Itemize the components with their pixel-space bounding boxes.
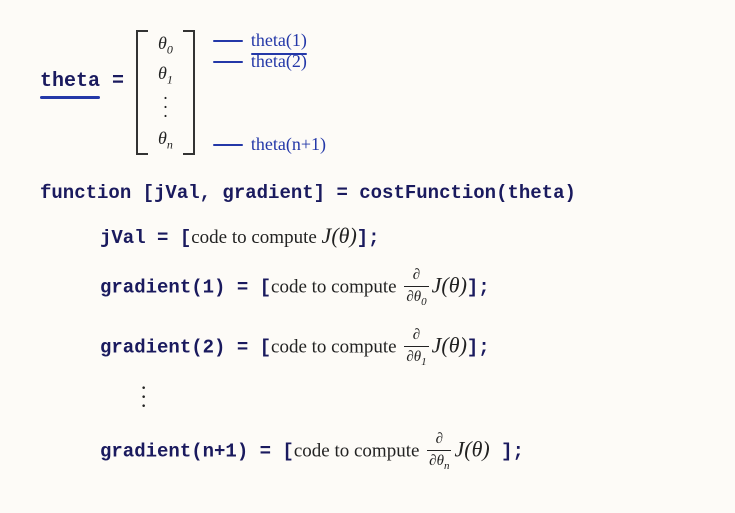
jval-line: jVal = [code to compute J(θ)]; (40, 221, 695, 252)
theta-text: theta (40, 70, 100, 93)
equals-sign: = (112, 70, 124, 93)
code-vdots: ··· (40, 384, 695, 410)
annot-arrow-icon (213, 40, 243, 42)
theta-matrix: θ0 θ1 ··· θn (136, 30, 195, 155)
code-block: function [jVal, gradient] = costFunction… (40, 180, 695, 474)
gradient2-line: gradient(2) = [code to compute ∂∂θ1J(θ)]… (40, 325, 695, 370)
annot-arrow-icon (213, 61, 243, 63)
bracket-right (183, 30, 195, 155)
annot-theta2: theta(2) (213, 51, 326, 72)
annot-thetan1: theta(n+1) (213, 134, 326, 155)
annot-arrow-icon (213, 144, 243, 146)
bracket-left (136, 30, 148, 155)
theta-label: theta (40, 70, 100, 93)
annot-theta1: theta(1) (213, 30, 326, 51)
matrix-content: θ0 θ1 ··· θn (148, 30, 183, 155)
function-signature: function [jVal, gradient] = costFunction… (40, 180, 695, 207)
handwritten-annotations: theta(1) theta(2) theta(n+1) (213, 30, 326, 155)
vdots: ··· (158, 94, 173, 121)
theta-0: θ0 (158, 34, 173, 56)
gradientn-line: gradient(n+1) = [code to compute ∂∂θnJ(θ… (40, 429, 695, 474)
gradient1-line: gradient(1) = [code to compute ∂∂θ0J(θ)]… (40, 265, 695, 310)
theta-vector-definition: theta = θ0 θ1 ··· θn theta(1) theta(2) t… (40, 30, 695, 155)
theta-1: θ1 (158, 64, 173, 86)
theta-underline (40, 96, 100, 99)
theta-n: θn (158, 129, 173, 151)
